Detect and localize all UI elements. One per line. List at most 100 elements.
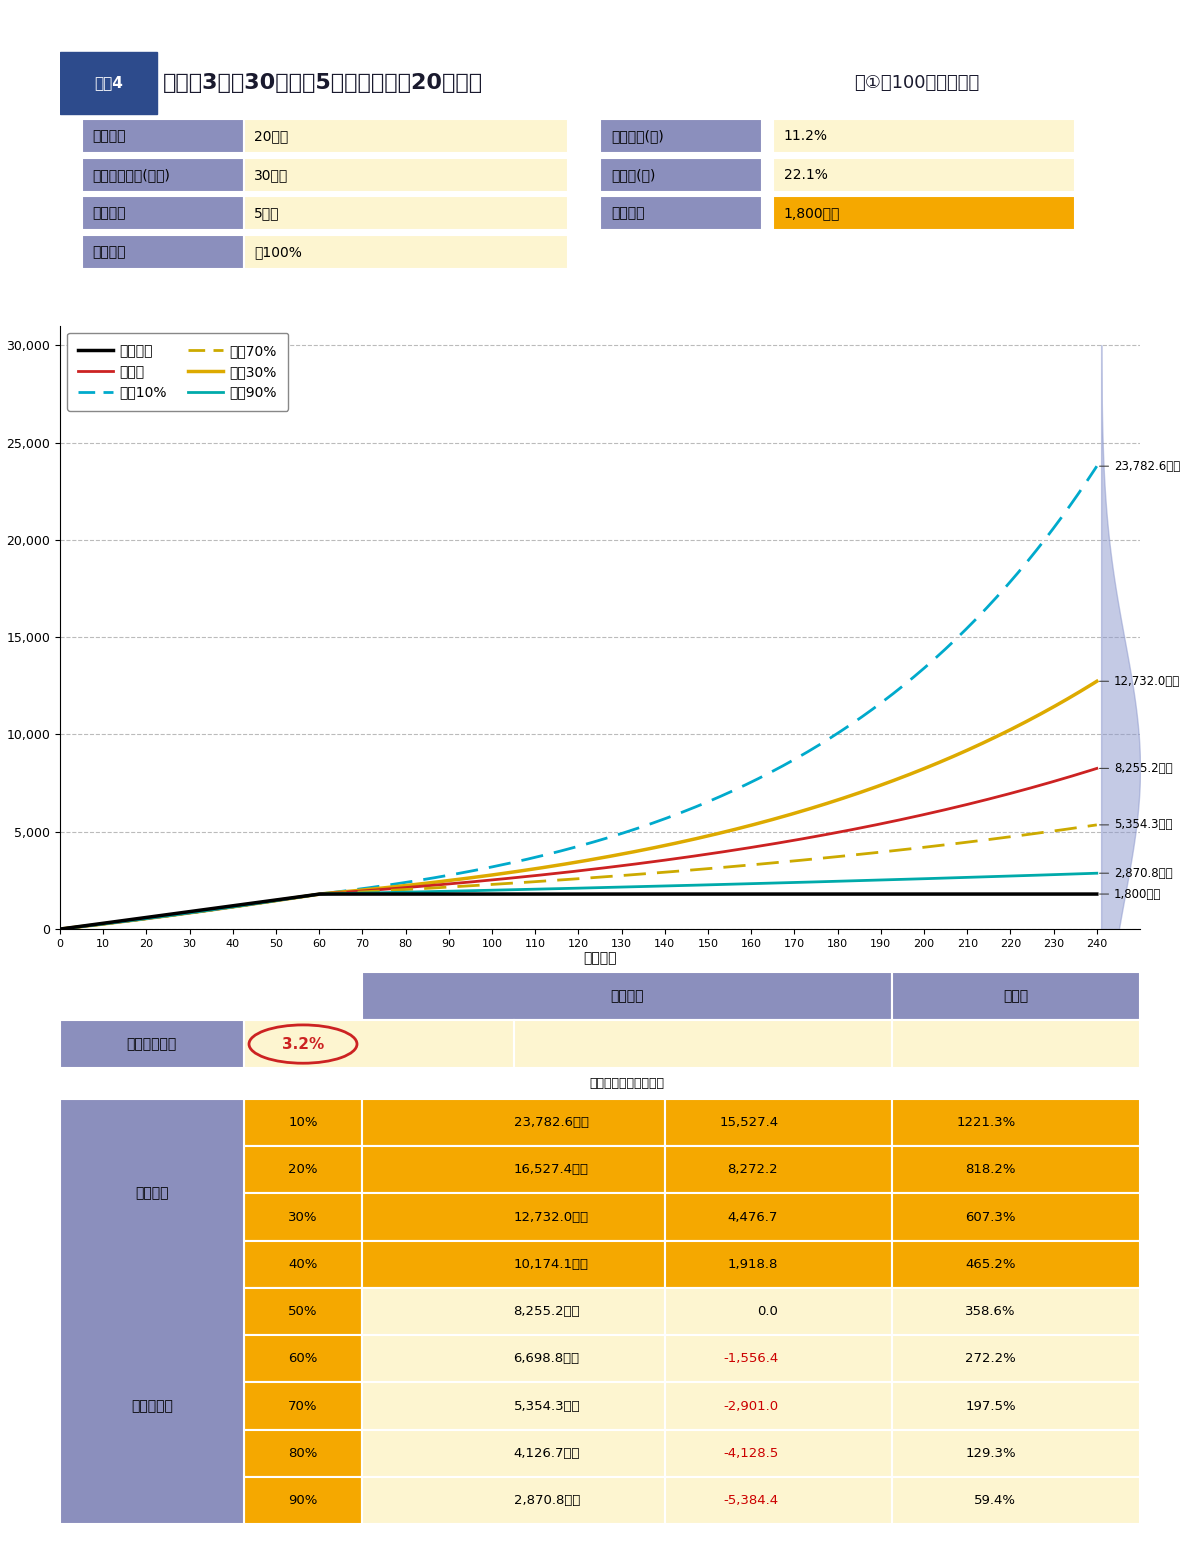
Text: 60%: 60% (288, 1352, 318, 1366)
Line: 確率70%: 確率70% (60, 824, 1097, 929)
FancyBboxPatch shape (362, 1335, 665, 1383)
Text: 8,255.2万円: 8,255.2万円 (514, 1305, 581, 1317)
Text: （中央値からの乖離）: （中央値からの乖離） (589, 1077, 665, 1090)
FancyBboxPatch shape (773, 158, 1075, 192)
FancyBboxPatch shape (665, 1241, 892, 1288)
FancyBboxPatch shape (600, 119, 762, 153)
FancyBboxPatch shape (665, 1288, 892, 1335)
中央値 (1064, 766, 1079, 785)
Text: 30万円: 30万円 (254, 167, 289, 181)
FancyBboxPatch shape (244, 158, 568, 192)
FancyBboxPatch shape (514, 1021, 892, 1068)
FancyBboxPatch shape (244, 197, 568, 231)
FancyBboxPatch shape (600, 197, 762, 231)
FancyBboxPatch shape (244, 1383, 362, 1430)
運用総額 (312, 885, 326, 904)
確率70% (902, 840, 917, 859)
Text: 20年間: 20年間 (254, 130, 289, 144)
中央値 (670, 849, 684, 868)
Text: 1,918.8: 1,918.8 (728, 1258, 779, 1271)
Text: 12,732.0万円: 12,732.0万円 (1099, 674, 1181, 688)
Line: 確率10%: 確率10% (60, 467, 1097, 929)
Text: -2,901.0: -2,901.0 (724, 1400, 779, 1413)
FancyBboxPatch shape (892, 1288, 1140, 1335)
Text: 3.2%: 3.2% (282, 1037, 324, 1052)
Text: 4,476.7: 4,476.7 (728, 1211, 779, 1224)
FancyBboxPatch shape (665, 1146, 892, 1194)
Text: 12,732.0万円: 12,732.0万円 (514, 1211, 589, 1224)
FancyBboxPatch shape (892, 1430, 1140, 1477)
FancyBboxPatch shape (244, 1099, 362, 1146)
確率10% (545, 845, 559, 863)
Text: 607.3%: 607.3% (965, 1211, 1015, 1224)
確率10% (902, 671, 917, 690)
確率90% (902, 869, 917, 888)
確率70% (1090, 815, 1104, 834)
Text: 実現確率: 実現確率 (136, 1186, 168, 1200)
Text: 2,870.8万円: 2,870.8万円 (514, 1494, 580, 1506)
運用総額 (616, 885, 630, 904)
運用総額 (905, 885, 919, 904)
Text: 1221.3%: 1221.3% (956, 1116, 1015, 1129)
Text: 23,782.6万円: 23,782.6万円 (1099, 459, 1181, 473)
Text: 0.0: 0.0 (757, 1305, 779, 1317)
FancyBboxPatch shape (244, 1194, 362, 1241)
Text: 6,698.8万円: 6,698.8万円 (514, 1352, 580, 1366)
X-axis label: （ヵ月）: （ヵ月） (583, 952, 617, 966)
Text: 投資商品: 投資商品 (92, 245, 126, 259)
Text: 11.2%: 11.2% (784, 130, 828, 144)
Line: 確率30%: 確率30% (60, 681, 1097, 929)
運用総額 (53, 919, 67, 938)
中央値 (613, 857, 628, 876)
FancyBboxPatch shape (665, 1430, 892, 1477)
確率30% (545, 857, 559, 876)
運用総額 (672, 885, 686, 904)
中央値 (53, 919, 67, 938)
Text: 元本割れ確率: 元本割れ確率 (127, 1037, 176, 1051)
Text: 8,272.2: 8,272.2 (727, 1163, 779, 1177)
FancyBboxPatch shape (892, 1146, 1140, 1194)
Legend: 運用総額, 中央値, 確率10%, 確率70%, 確率30%, 確率90%: 運用総額, 中央値, 確率10%, 確率70%, 確率30%, 確率90% (67, 332, 288, 411)
FancyBboxPatch shape (892, 1383, 1140, 1430)
Text: 16,527.4万円: 16,527.4万円 (514, 1163, 589, 1177)
Text: 59.4%: 59.4% (974, 1494, 1015, 1506)
Text: 5年間: 5年間 (254, 206, 280, 220)
確率70% (613, 866, 628, 885)
FancyBboxPatch shape (362, 1383, 665, 1430)
FancyBboxPatch shape (244, 1146, 362, 1194)
Text: 収益率: 収益率 (1003, 990, 1028, 1004)
FancyBboxPatch shape (244, 1021, 514, 1068)
FancyBboxPatch shape (362, 1146, 665, 1194)
FancyBboxPatch shape (244, 1430, 362, 1477)
FancyBboxPatch shape (244, 1477, 362, 1524)
Text: 30%: 30% (288, 1211, 318, 1224)
確率30% (902, 765, 917, 784)
FancyBboxPatch shape (892, 1099, 1140, 1146)
中央値 (902, 809, 917, 827)
確率10% (1090, 457, 1104, 476)
確率10% (552, 841, 566, 860)
Text: 70%: 70% (288, 1400, 318, 1413)
確率90% (545, 879, 559, 898)
Line: 運用総額: 運用総額 (60, 894, 1097, 929)
確率30% (1064, 687, 1079, 706)
FancyBboxPatch shape (665, 1099, 892, 1146)
Text: -1,556.4: -1,556.4 (722, 1352, 779, 1366)
Text: 株100%: 株100% (254, 245, 302, 259)
Text: 8,255.2万円: 8,255.2万円 (1099, 762, 1172, 774)
Text: -4,128.5: -4,128.5 (722, 1447, 779, 1460)
Line: 中央値: 中央値 (60, 768, 1097, 929)
Text: 465.2%: 465.2% (965, 1258, 1015, 1271)
確率90% (53, 919, 67, 938)
FancyBboxPatch shape (244, 119, 568, 153)
FancyBboxPatch shape (244, 1241, 362, 1288)
運用総額 (547, 885, 562, 904)
FancyBboxPatch shape (665, 1335, 892, 1383)
FancyBboxPatch shape (244, 1288, 362, 1335)
確率70% (1064, 820, 1079, 838)
Text: -5,384.4: -5,384.4 (724, 1494, 779, 1506)
確率90% (1090, 863, 1104, 882)
FancyBboxPatch shape (362, 973, 892, 1021)
FancyBboxPatch shape (362, 1430, 665, 1477)
中央値 (545, 865, 559, 884)
